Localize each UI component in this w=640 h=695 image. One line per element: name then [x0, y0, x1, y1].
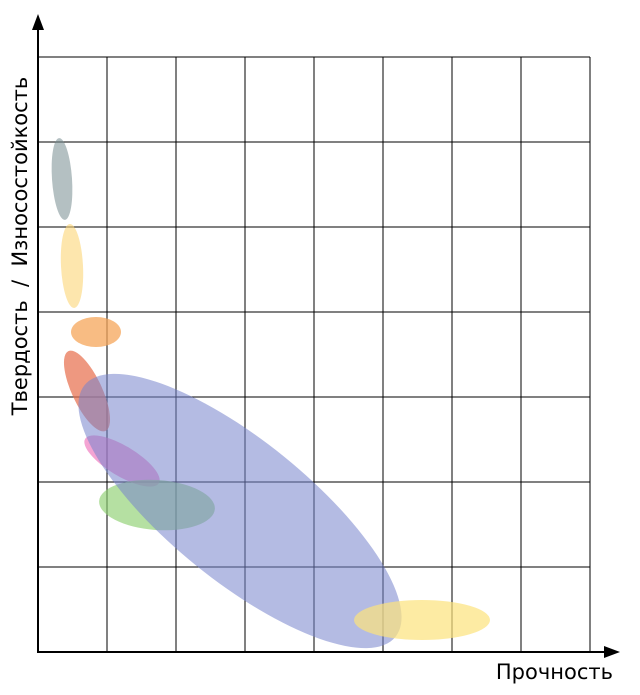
region-orange: [71, 317, 121, 347]
x-axis-arrow: [604, 646, 620, 658]
material-regions: [51, 138, 490, 649]
grid: [38, 56, 591, 652]
axes: [32, 14, 620, 658]
x-axis-label: Прочность: [496, 660, 613, 684]
region-blue: [78, 373, 402, 649]
y-axis-label: Твердость / Износостойкость: [8, 77, 32, 417]
y-axis-arrow: [32, 14, 44, 30]
region-gray: [51, 138, 73, 220]
region-yellow-light: [60, 224, 84, 308]
region-yellow: [354, 600, 490, 640]
